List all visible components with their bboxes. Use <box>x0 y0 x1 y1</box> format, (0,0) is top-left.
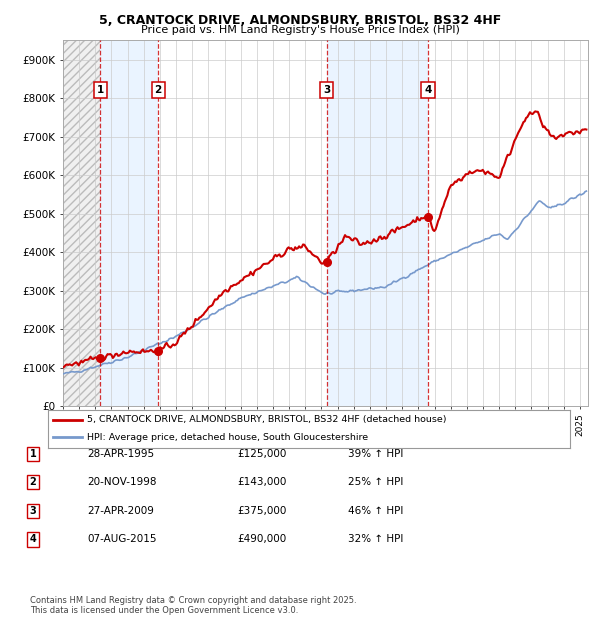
Text: 46% ↑ HPI: 46% ↑ HPI <box>348 506 403 516</box>
Text: 4: 4 <box>29 534 37 544</box>
Text: 1: 1 <box>97 85 104 95</box>
Text: 4: 4 <box>424 85 431 95</box>
Text: 25% ↑ HPI: 25% ↑ HPI <box>348 477 403 487</box>
Text: £375,000: £375,000 <box>237 506 286 516</box>
Text: 3: 3 <box>323 85 330 95</box>
Text: 20-NOV-1998: 20-NOV-1998 <box>87 477 157 487</box>
Text: £490,000: £490,000 <box>237 534 286 544</box>
Text: 39% ↑ HPI: 39% ↑ HPI <box>348 449 403 459</box>
Text: £125,000: £125,000 <box>237 449 286 459</box>
Text: HPI: Average price, detached house, South Gloucestershire: HPI: Average price, detached house, Sout… <box>87 433 368 441</box>
Bar <box>100 40 158 406</box>
Text: 07-AUG-2015: 07-AUG-2015 <box>87 534 157 544</box>
Text: 32% ↑ HPI: 32% ↑ HPI <box>348 534 403 544</box>
Text: 5, CRANTOCK DRIVE, ALMONDSBURY, BRISTOL, BS32 4HF (detached house): 5, CRANTOCK DRIVE, ALMONDSBURY, BRISTOL,… <box>87 415 446 424</box>
Text: 3: 3 <box>29 506 37 516</box>
Text: Contains HM Land Registry data © Crown copyright and database right 2025.
This d: Contains HM Land Registry data © Crown c… <box>30 596 356 615</box>
Text: 2: 2 <box>29 477 37 487</box>
Text: 5, CRANTOCK DRIVE, ALMONDSBURY, BRISTOL, BS32 4HF: 5, CRANTOCK DRIVE, ALMONDSBURY, BRISTOL,… <box>99 14 501 27</box>
Text: 28-APR-1995: 28-APR-1995 <box>87 449 154 459</box>
Text: 1: 1 <box>29 449 37 459</box>
Text: 27-APR-2009: 27-APR-2009 <box>87 506 154 516</box>
Bar <box>326 40 428 406</box>
Text: £143,000: £143,000 <box>237 477 286 487</box>
Text: 2: 2 <box>155 85 162 95</box>
Text: Price paid vs. HM Land Registry's House Price Index (HPI): Price paid vs. HM Land Registry's House … <box>140 25 460 35</box>
